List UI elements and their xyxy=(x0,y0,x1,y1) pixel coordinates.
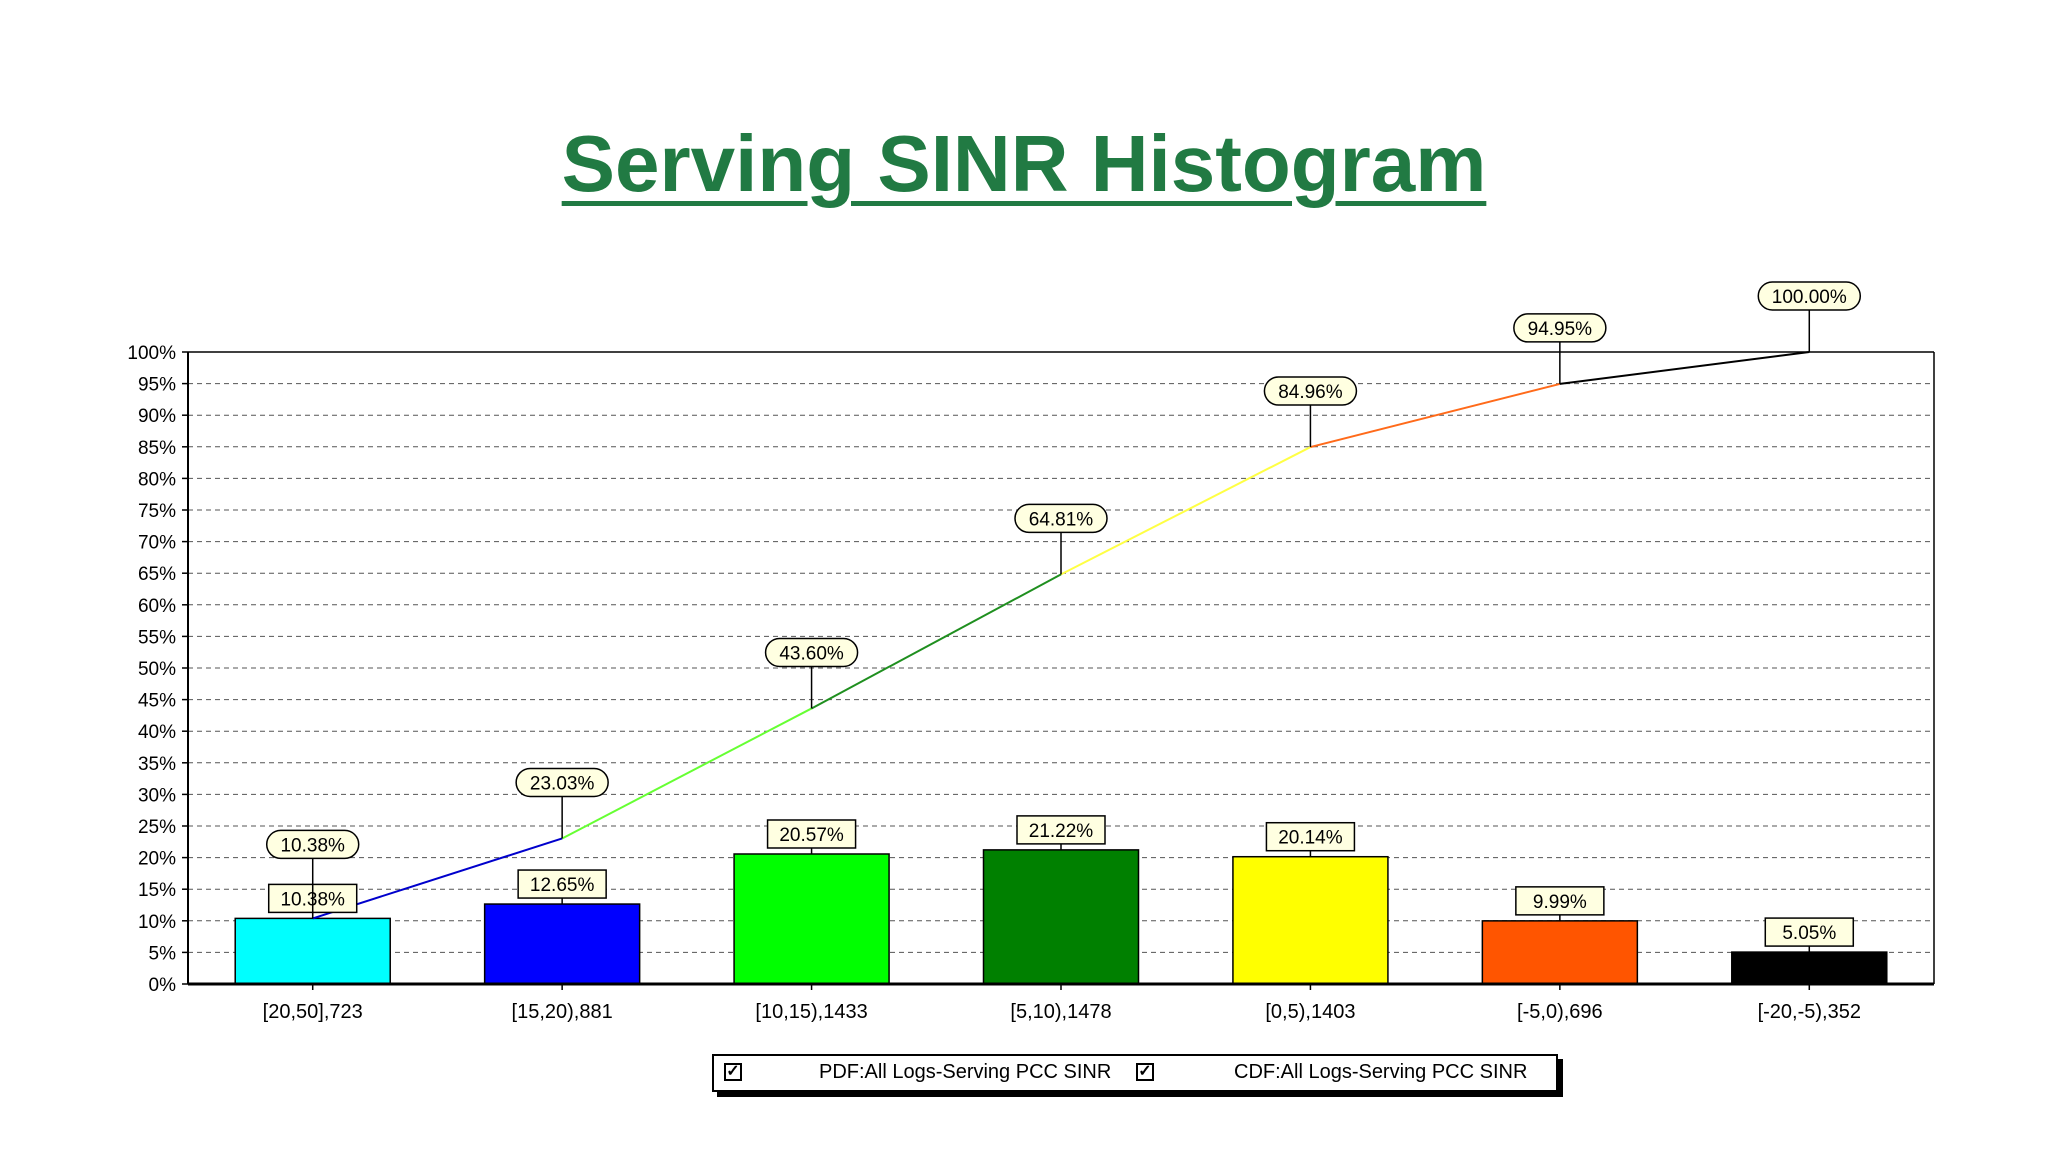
legend-label-pdf: PDF:All Logs-Serving PCC SINR xyxy=(819,1061,1112,1083)
cdf-data-label: 94.95% xyxy=(1528,319,1593,340)
chart-legend: ✓ PDF:All Logs-Serving PCC SINR ✓ CDF:Al… xyxy=(712,1054,1558,1092)
y-tick-label: 80% xyxy=(138,469,176,490)
cdf-data-label-box xyxy=(1513,313,1607,343)
y-tick-label: 75% xyxy=(138,501,176,522)
cdf-data-label: 10.38% xyxy=(280,835,345,856)
y-tick-label: 90% xyxy=(138,406,176,427)
pdf-bar xyxy=(733,853,890,985)
pdf-data-label: 12.65% xyxy=(530,875,595,896)
y-tick-label: 55% xyxy=(138,627,176,648)
cdf-line-segment xyxy=(1559,351,1810,385)
cdf-line-segment xyxy=(561,707,813,840)
cdf-data-label: 84.96% xyxy=(1278,382,1343,403)
pdf-data-label-box xyxy=(766,819,857,849)
y-tick-label: 100% xyxy=(127,343,176,364)
legend-checkbox-pdf[interactable]: ✓ xyxy=(724,1063,742,1081)
cdf-data-label-box xyxy=(1757,281,1862,311)
cdf-line-segment xyxy=(811,573,1062,710)
pdf-data-label-box xyxy=(1764,917,1855,947)
y-tick-label: 5% xyxy=(149,943,177,964)
y-tick-label: 70% xyxy=(138,533,176,554)
y-tick-label: 65% xyxy=(138,564,176,585)
pdf-data-label: 20.14% xyxy=(1278,828,1343,849)
x-category-label: [10,15),1433 xyxy=(755,1001,867,1023)
x-category-label: [0,5),1403 xyxy=(1265,1001,1355,1023)
cdf-data-label: 23.03% xyxy=(530,773,595,794)
cdf-data-label-box xyxy=(764,637,859,668)
pdf-data-label: 9.99% xyxy=(1533,892,1587,913)
y-tick-label: 40% xyxy=(138,722,176,743)
y-tick-label: 15% xyxy=(138,880,176,901)
cdf-line-segment xyxy=(1310,382,1561,449)
pdf-data-label: 5.05% xyxy=(1782,923,1836,944)
y-tick-label: 0% xyxy=(149,975,177,996)
cdf-data-label: 100.00% xyxy=(1772,287,1847,308)
pdf-bar xyxy=(234,917,391,985)
y-tick-label: 25% xyxy=(138,817,176,838)
y-tick-label: 10% xyxy=(138,912,176,933)
cdf-data-label: 64.81% xyxy=(1029,509,1094,530)
pdf-bar xyxy=(1232,855,1389,985)
cdf-line-segment xyxy=(1060,446,1311,576)
y-tick-label: 45% xyxy=(138,691,176,712)
y-tick-label: 30% xyxy=(138,785,176,806)
pdf-data-label-box xyxy=(1016,815,1106,845)
legend-label-cdf: CDF:All Logs-Serving PCC SINR xyxy=(1234,1061,1528,1083)
cdf-data-label-box xyxy=(1014,503,1108,534)
pdf-bar xyxy=(483,903,641,985)
pdf-data-label-box xyxy=(517,869,607,899)
cdf-data-label-box xyxy=(1263,376,1358,406)
y-tick-label: 85% xyxy=(138,438,176,459)
y-tick-label: 60% xyxy=(138,596,176,617)
y-tick-label: 35% xyxy=(138,754,176,775)
pdf-data-label: 21.22% xyxy=(1029,821,1094,842)
cdf-data-label: 43.60% xyxy=(779,643,844,664)
y-tick-label: 95% xyxy=(138,375,176,396)
pdf-data-label-box xyxy=(1515,886,1605,916)
pdf-data-label: 20.57% xyxy=(779,825,844,846)
x-category-label: [20,50],723 xyxy=(263,1001,363,1023)
cdf-data-label-box xyxy=(515,767,609,798)
x-category-label: [-5,0),696 xyxy=(1517,1001,1603,1023)
pdf-bar xyxy=(982,849,1140,985)
cdf-data-label-box xyxy=(265,829,360,860)
y-tick-label: 20% xyxy=(138,849,176,870)
legend-checkbox-cdf[interactable]: ✓ xyxy=(1136,1063,1154,1081)
pdf-bar xyxy=(1731,951,1888,985)
page-title: Serving SINR Histogram xyxy=(561,119,1487,208)
x-category-label: [15,20),881 xyxy=(512,1001,613,1023)
pdf-bar xyxy=(1481,920,1639,985)
pdf-data-label-box xyxy=(1265,821,1356,852)
y-tick-label: 50% xyxy=(138,659,176,680)
x-category-label: [-20,-5),352 xyxy=(1758,1001,1861,1023)
x-category-label: [5,10),1478 xyxy=(1010,1001,1111,1023)
